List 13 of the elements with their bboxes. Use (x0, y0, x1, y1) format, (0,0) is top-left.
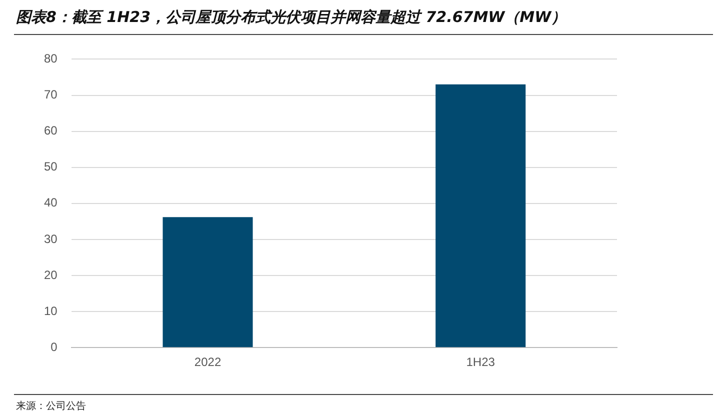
y-tick-label: 30 (44, 232, 58, 246)
y-tick-label: 50 (44, 160, 58, 174)
x-tick-label: 1H23 (466, 355, 496, 370)
y-tick-label: 80 (44, 52, 58, 66)
chart-title: 图表8：截至 1H23，公司屋顶分布式光伏项目并网容量超过 72.67MW（MW） (16, 8, 566, 27)
y-tick-label: 20 (44, 268, 58, 282)
y-tick-label: 60 (44, 124, 58, 138)
y-tick-label: 0 (50, 340, 58, 354)
x-tick-label: 2022 (194, 355, 222, 370)
y-tick-label: 40 (44, 196, 58, 210)
source-note: 来源：公司公告 (16, 400, 86, 413)
y-tick-label: 70 (44, 88, 58, 102)
y-tick-label: 10 (44, 304, 58, 318)
